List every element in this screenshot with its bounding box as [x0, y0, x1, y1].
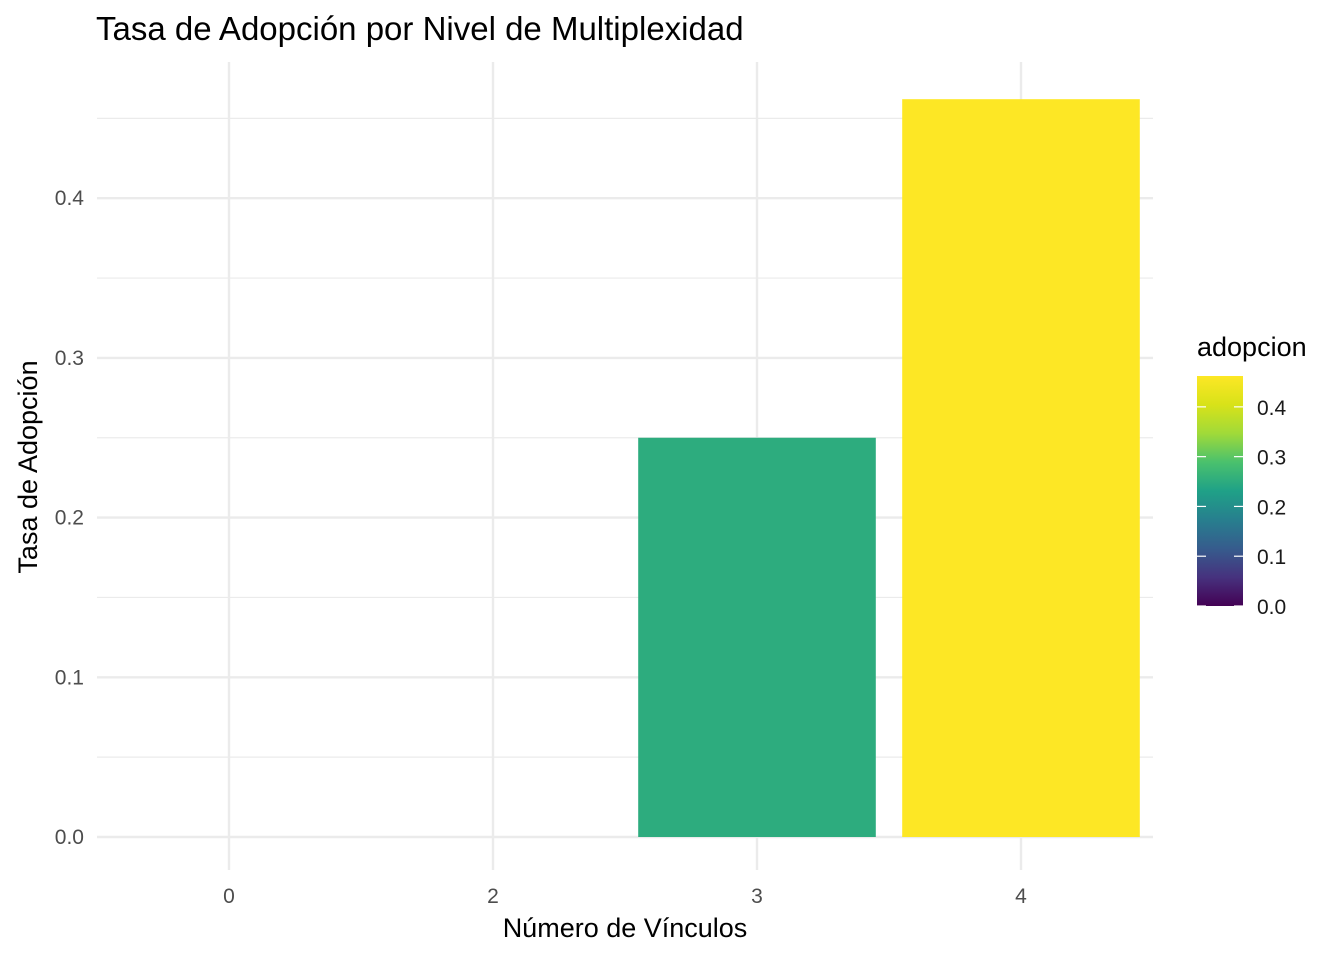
y-tick-label: 0.4 — [55, 187, 85, 210]
x-axis-title: Número de Vínculos — [503, 913, 748, 943]
x-tick-label: 0 — [223, 885, 235, 908]
legend-tick-label: 0.2 — [1257, 496, 1286, 519]
y-tick-label: 0.0 — [55, 826, 84, 849]
chart-title: Tasa de Adopción por Nivel de Multiplexi… — [96, 10, 744, 47]
x-axis-ticks: 0 2 3 4 — [223, 885, 1027, 908]
bar-3 — [638, 437, 876, 837]
y-tick-label: 0.1 — [55, 666, 84, 689]
legend: adopcion 0.0 0.1 0.2 0.3 0.4 — [1197, 332, 1307, 619]
bar-4 — [902, 99, 1140, 838]
x-tick-label: 2 — [487, 885, 499, 908]
legend-tick-label: 0.1 — [1257, 546, 1286, 569]
bars — [638, 99, 1140, 838]
legend-ticks: 0.0 0.1 0.2 0.3 0.4 — [1197, 397, 1287, 619]
y-tick-label: 0.3 — [55, 347, 84, 370]
x-tick-label: 4 — [1015, 885, 1027, 908]
legend-colorbar — [1197, 376, 1243, 606]
y-axis-title: Tasa de Adopción — [13, 360, 43, 573]
x-tick-label: 3 — [751, 885, 763, 908]
y-axis-ticks: 0.0 0.1 0.2 0.3 0.4 — [55, 187, 85, 849]
legend-tick-label: 0.4 — [1257, 397, 1287, 420]
legend-tick-label: 0.3 — [1257, 447, 1286, 470]
legend-tick-label: 0.0 — [1257, 596, 1286, 619]
y-tick-label: 0.2 — [55, 507, 84, 530]
legend-title: adopcion — [1197, 332, 1307, 362]
